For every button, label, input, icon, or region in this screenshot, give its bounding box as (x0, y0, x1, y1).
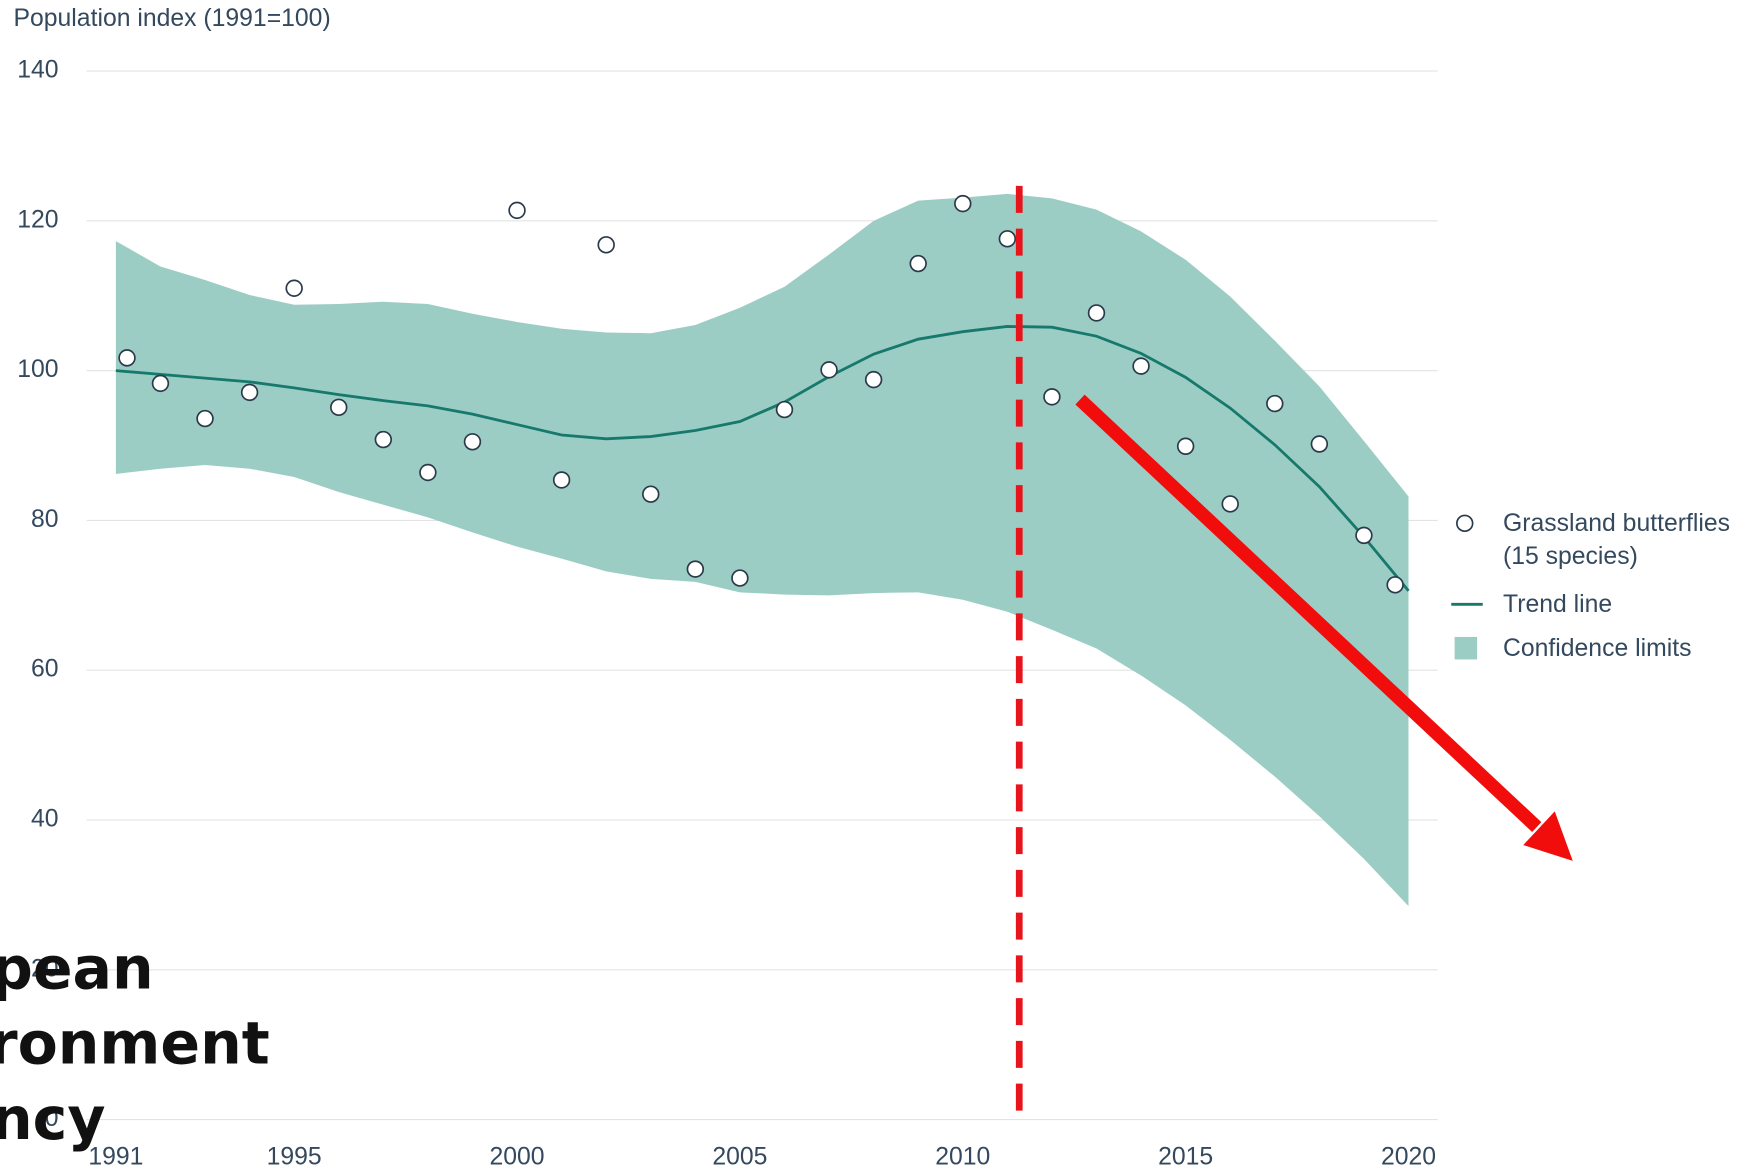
data-point (118, 349, 136, 367)
data-point (642, 485, 660, 503)
confidence-band (115, 193, 1409, 907)
arrow-shaft (1075, 394, 1542, 832)
data-point (463, 433, 482, 451)
plot: 0 20 40 60 80 100 120 140 1991 1995 2000 2005 2010 20… (17, 57, 1438, 1167)
y-tick-label: 60 (31, 656, 59, 683)
data-point (1221, 495, 1239, 513)
x-tick-label: 1991 (88, 1143, 143, 1167)
x-tick-label: 2015 (1158, 1143, 1213, 1167)
legend-label: Trend line (1503, 589, 1613, 618)
x-tick-label: 2000 (490, 1143, 545, 1167)
logo-text: ncy (0, 1085, 105, 1153)
data-point (1087, 304, 1106, 322)
data-point (864, 370, 883, 389)
legend-symbol (1456, 514, 1474, 533)
legend-label: Confidence limits (1503, 633, 1692, 662)
logo-text: ronment (0, 1010, 270, 1078)
data-point (285, 279, 303, 297)
y-tick-label: 80 (31, 506, 59, 533)
y-tick-label: 100 (17, 356, 58, 383)
arrow-head (1523, 811, 1573, 861)
data-point (597, 236, 615, 254)
data-point (196, 409, 214, 428)
data-point (731, 569, 749, 587)
legend-entry: Grassland butterflies (15 species) (1503, 508, 1730, 570)
data-point (240, 383, 259, 402)
trend-line (115, 325, 1410, 592)
data-point (1266, 394, 1284, 413)
data-point (998, 230, 1017, 248)
legend-symbol (1454, 636, 1478, 660)
logo-text: pean (0, 934, 154, 1002)
data-point (1176, 437, 1195, 455)
data-point (508, 201, 526, 220)
data-point (820, 361, 838, 379)
y-tick-label: 40 (31, 806, 59, 833)
data-point (419, 463, 437, 482)
y-tick-label: 0 (45, 1105, 59, 1132)
x-tick-label: 2005 (712, 1143, 767, 1167)
data-point (374, 430, 393, 449)
x-tick-label: 2020 (1381, 1143, 1436, 1167)
y-tick-label: 20 (31, 955, 59, 982)
data-point (1386, 576, 1404, 594)
y-tick-label: 140 (17, 57, 58, 84)
x-tick-label: 2010 (935, 1143, 990, 1167)
data-point (151, 374, 170, 393)
data-point (1310, 435, 1329, 453)
data-point (909, 254, 927, 273)
data-point (330, 398, 348, 417)
data-point (1355, 526, 1373, 545)
data-point (1132, 357, 1150, 375)
x-tick-label: 1995 (267, 1143, 322, 1167)
y-tick-label: 120 (17, 206, 58, 233)
data-point (552, 471, 571, 489)
data-point (954, 194, 972, 213)
axis-title: Population index (1991=100) (14, 5, 331, 32)
data-point (775, 400, 794, 419)
legend-label: Grassland butterflies (15 species) (1503, 508, 1730, 570)
data-point (686, 560, 705, 578)
legend-entry: Confidence limits (1503, 633, 1692, 662)
data-point (1043, 388, 1061, 406)
legend-entry: Trend line (1503, 589, 1613, 618)
